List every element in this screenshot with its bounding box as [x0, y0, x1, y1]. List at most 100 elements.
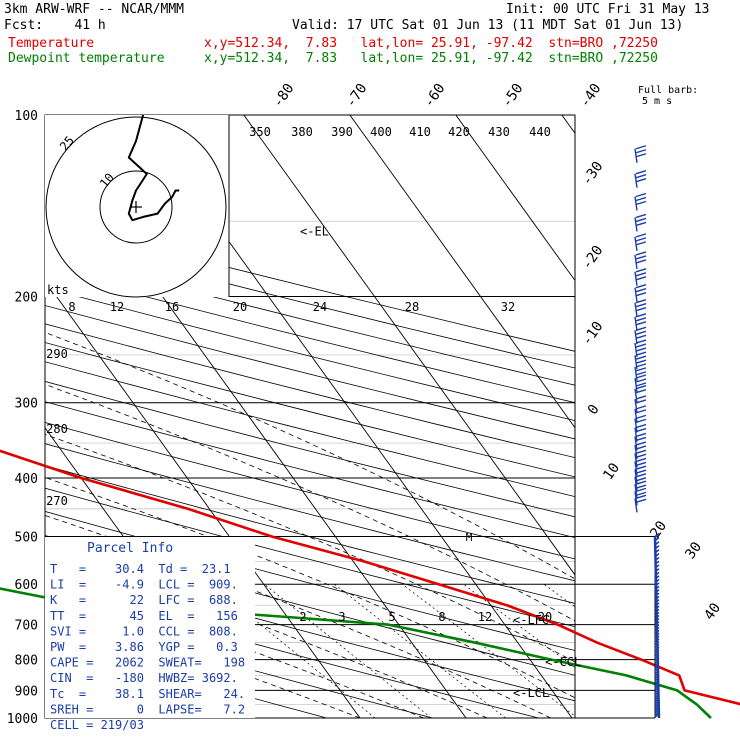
pressure-tick-label: 800	[15, 654, 38, 669]
hodograph-ring	[99, 170, 173, 244]
wind-barb	[634, 395, 647, 414]
sounding-curves	[0, 449, 740, 719]
isotherm-label: -10	[579, 319, 607, 349]
parcel-info-row: CAPE = 2062 SWEAT= 198	[50, 656, 245, 670]
mixing-ratio-line	[264, 583, 432, 718]
isotherm	[349, 115, 575, 429]
isotherm-label: 0	[585, 402, 603, 418]
theta-label: 290	[46, 347, 68, 361]
speed-tick-label: 24	[313, 300, 327, 314]
dry-adiabat	[45, 305, 575, 440]
speed-tick-label: 12	[110, 300, 124, 314]
wind-barb	[634, 284, 647, 302]
full-barb-label: Full barb:	[638, 85, 698, 96]
temperature-curve	[0, 449, 740, 706]
wind-barb	[634, 268, 647, 286]
parcel-info-title: Parcel Info	[87, 541, 173, 556]
mixing-ratio-label: 5	[388, 610, 395, 624]
dewpoint-curve	[0, 587, 712, 719]
mixing-ratio-label: 20	[538, 610, 552, 624]
hodograph-units-label: kts	[47, 283, 69, 297]
dry-adiabat	[45, 465, 575, 604]
wind-barb	[634, 170, 647, 188]
header: 3km ARW-WRF -- NCAR/MMM Init: 00 UTC Fri…	[0, 0, 740, 70]
isotherm-label: -50	[499, 81, 527, 111]
dry-adiabat	[45, 611, 433, 718]
valid-time: Valid: 17 UTC Sat 01 Jun 13 (11 MDT Sat …	[292, 18, 684, 33]
pressure-tick-label: 500	[15, 530, 38, 545]
isotherm-label: 10	[600, 460, 623, 483]
wind-barb	[634, 233, 647, 251]
model-title: 3km ARW-WRF -- NCAR/MMM	[4, 2, 185, 17]
isotherm	[243, 115, 575, 576]
speed-tick-label: 32	[501, 300, 515, 314]
pressure-tick-label: 600	[15, 578, 38, 593]
parcel-info-row: Tc = 38.1 SHEAR= 24.	[50, 687, 245, 701]
dry-adiabat	[45, 236, 575, 369]
wind-barb	[634, 192, 647, 211]
pressure-tick-label: 400	[15, 472, 38, 487]
wind-barb	[634, 374, 647, 393]
isotherm-label: -80	[270, 81, 298, 111]
wind-barb	[634, 414, 647, 433]
parcel-info-row: PW = 3.86 YGP = 0.3	[50, 640, 238, 654]
wind-barb	[634, 326, 647, 345]
parcel-info-row: SVI = 1.0 CCL = 808.	[50, 624, 238, 638]
theta-label: 270	[46, 494, 68, 508]
speed-tick-label: 16	[165, 300, 179, 314]
plot-frame	[44, 114, 576, 719]
mixing-ratio-label: 3	[338, 610, 345, 624]
isotherm	[455, 115, 575, 282]
theta-label: 390	[331, 125, 353, 139]
mixing-ratio-label: 12	[478, 610, 492, 624]
full-barb-units: 5 m s	[642, 96, 672, 107]
dry-adiabat	[45, 252, 575, 386]
wind-barb	[634, 213, 647, 232]
parcel-info-row: T = 30.4 Td = 23.1	[50, 562, 231, 576]
mixing-ratio-label: 2	[299, 610, 306, 624]
moist-level-marker: M	[466, 531, 473, 544]
parcel-background	[45, 537, 255, 718]
speed-tick-label: 8	[68, 300, 75, 314]
moist-adiabat	[45, 331, 575, 580]
low-level-barbs	[653, 536, 661, 719]
isotherm-label: 20	[647, 518, 670, 541]
dry-adiabat	[45, 342, 575, 478]
wind-barb	[634, 145, 647, 163]
forecast-hour: Fcst: 41 h	[4, 18, 106, 33]
isotherm-label: -70	[343, 81, 371, 111]
parcel-info-row: K = 22 LFC = 688.	[50, 593, 238, 607]
dry-adiabat	[45, 287, 575, 422]
theta-label: 410	[409, 125, 431, 139]
dry-adiabat	[45, 269, 575, 404]
pressure-tick-label: 900	[15, 684, 38, 699]
mixing-ratio-line	[463, 583, 575, 669]
mixing-ratio-line	[334, 583, 506, 718]
mixing-ratio-line	[402, 583, 575, 717]
pressure-tick-label: 700	[15, 619, 38, 634]
parcel-info-box: Parcel Info T = 30.4 Td = 23.1 LI = -4.9 L…	[45, 537, 255, 732]
wind-barb	[634, 423, 647, 442]
level-marker: <-CCL	[545, 655, 581, 669]
pressure-tick-label: 200	[15, 291, 38, 306]
wind-barb	[634, 385, 647, 403]
parcel-info-row: LI = -4.9 LCL = 909.	[50, 578, 238, 592]
dry-adiabat	[45, 443, 575, 582]
wind-barb-column: Full barb:5 m s	[634, 85, 698, 719]
wind-barb	[634, 251, 647, 270]
moist-adiabat	[45, 383, 575, 622]
level-marker: <-EL	[300, 224, 329, 238]
legend-temperature-name: Temperature	[8, 36, 95, 51]
theta-label: 420	[448, 125, 470, 139]
speed-tick-label: 20	[233, 300, 247, 314]
theta-label: 350	[249, 125, 271, 139]
theta-label: 430	[488, 125, 510, 139]
isotherm-label: 30	[682, 539, 705, 562]
dry-adiabat	[45, 585, 539, 718]
mixing-ratio-label: 8	[438, 610, 445, 624]
wind-barb	[654, 532, 660, 538]
mixing-ratio-line	[543, 583, 575, 608]
isotherm-label: -30	[579, 159, 607, 189]
